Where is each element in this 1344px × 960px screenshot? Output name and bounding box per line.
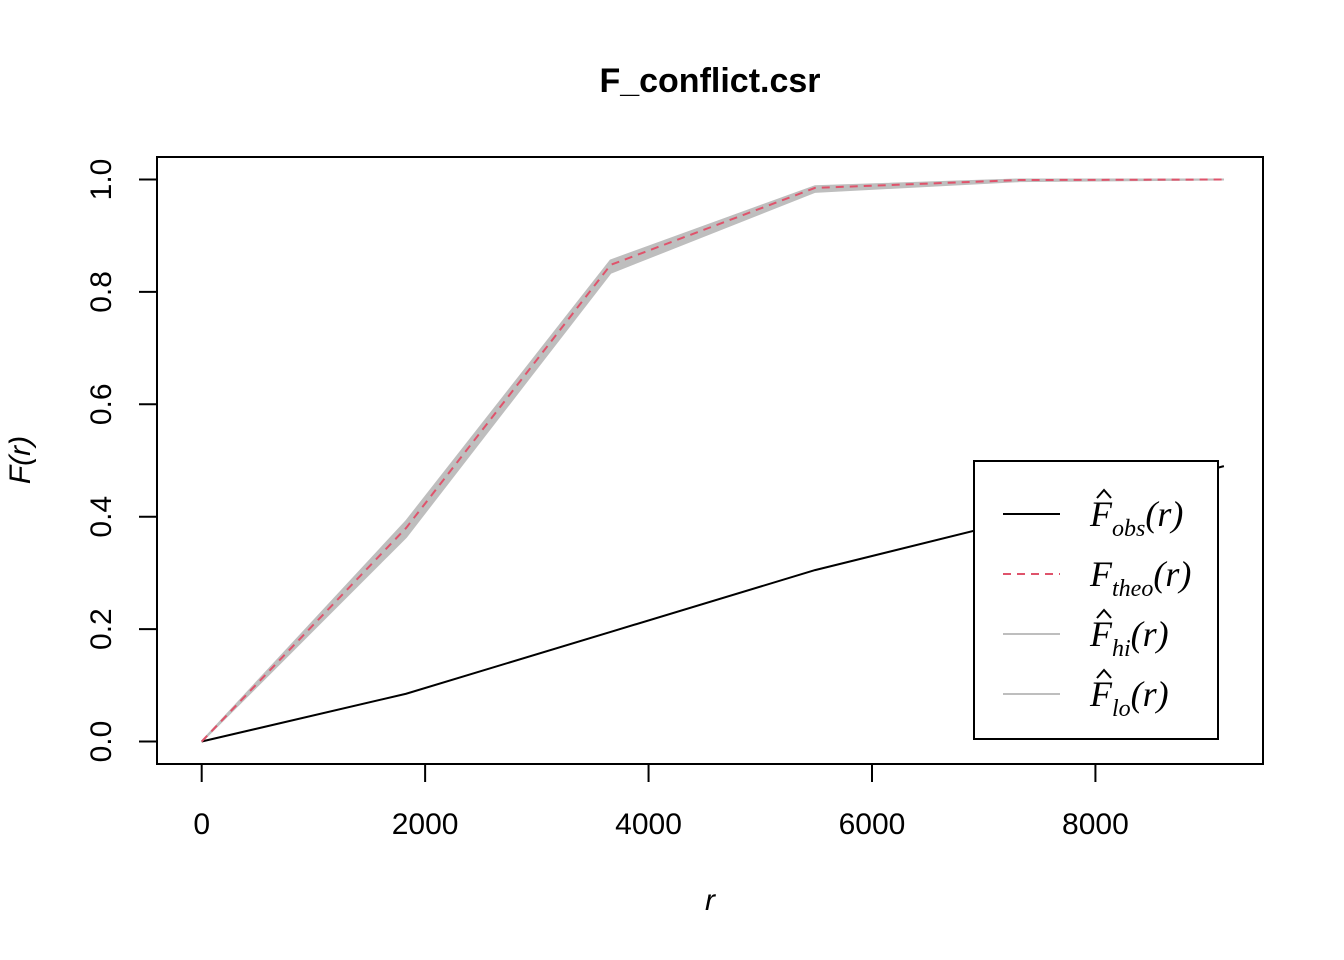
legend-label-theo: Ftheo(r) — [1089, 554, 1191, 602]
legend-label-arg: (r) — [1131, 614, 1169, 654]
x-tick-label: 0 — [193, 808, 210, 841]
legend-label-main: F — [1089, 614, 1113, 654]
legend-label-sub: lo — [1112, 696, 1131, 722]
legend-entry-hi: Fhi(r) — [1089, 608, 1169, 662]
x-tick-label: 8000 — [1062, 808, 1129, 841]
series-line-theo — [200, 178, 1224, 743]
legend-label-main: F — [1089, 554, 1113, 594]
plot-area — [200, 178, 1225, 743]
legend-label-lo: Flo(r) — [1089, 674, 1169, 722]
legend-entry-lo: Flo(r) — [1089, 668, 1169, 722]
legend-entry-obs: Fobs(r) — [1089, 488, 1183, 542]
y-tick-label: 0.8 — [85, 271, 118, 313]
legend-label-arg: (r) — [1145, 494, 1183, 534]
y-tick-label: 0.6 — [85, 383, 118, 425]
hat-mark — [1096, 668, 1112, 679]
y-tick-label: 0.2 — [85, 608, 118, 650]
y-tick-label: 0.0 — [85, 721, 118, 763]
legend-entry-theo: Ftheo(r) — [1089, 554, 1191, 602]
legend-label-main: F — [1089, 494, 1113, 534]
hat-mark — [1096, 608, 1112, 619]
legend-label-sub: obs — [1112, 516, 1145, 542]
legend-label-sub: theo — [1112, 576, 1153, 602]
legend-label-arg: (r) — [1153, 554, 1191, 594]
x-axis: 0 2000 4000 6000 8000 — [193, 763, 1129, 841]
x-tick-label: 2000 — [392, 808, 459, 841]
hat-mark — [1096, 488, 1112, 499]
y-tick-label: 1.0 — [85, 159, 118, 201]
chart-title: F_conflict.csr — [599, 62, 820, 100]
legend-box — [973, 460, 1219, 740]
legend: Fobs(r)Ftheo(r)Fhi(r)Flo(r) — [973, 460, 1219, 740]
y-tick-label: 0.4 — [85, 496, 118, 538]
x-axis-label: r — [705, 884, 716, 917]
y-axis: 0.0 0.2 0.4 0.6 0.8 1.0 — [85, 159, 158, 763]
series-layer — [200, 178, 1225, 743]
legend-label-arg: (r) — [1131, 674, 1169, 714]
legend-label-hi: Fhi(r) — [1089, 614, 1169, 662]
legend-label-sub: hi — [1112, 636, 1131, 662]
x-tick-label: 6000 — [839, 808, 906, 841]
y-axis-label: F(r) — [4, 436, 37, 484]
legend-label-obs: Fobs(r) — [1089, 494, 1183, 542]
x-tick-label: 4000 — [615, 808, 682, 841]
legend-label-main: F — [1089, 674, 1113, 714]
